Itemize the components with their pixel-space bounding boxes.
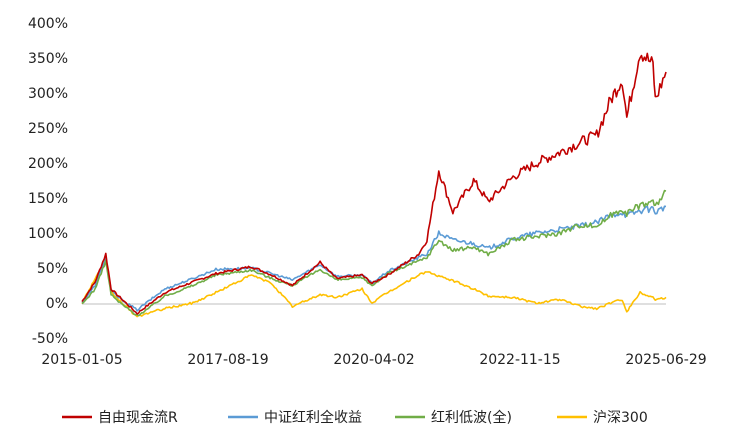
y-tick-label: -50% xyxy=(32,331,68,347)
y-tick-label: 400% xyxy=(28,16,68,32)
x-tick-label: 2017-08-19 xyxy=(187,352,268,368)
x-tick-label: 2020-04-02 xyxy=(333,352,414,368)
series-layer xyxy=(81,52,667,318)
y-axis-ticks: -50% 0% 50% 100% 150% 200% 250% 300% 350% 400% xyxy=(28,16,68,347)
series-line xyxy=(81,205,667,312)
legend-label: 红利低波(全) xyxy=(431,409,512,426)
x-tick-label: 2025-06-29 xyxy=(625,352,706,368)
y-tick-label: 300% xyxy=(28,86,68,102)
legend: 自由现金流R 中证红利全收益 红利低波(全) 沪深300 xyxy=(62,409,648,426)
legend-label: 沪深300 xyxy=(593,410,648,426)
series-line xyxy=(81,189,667,317)
y-tick-label: 350% xyxy=(28,51,68,67)
legend-label: 自由现金流R xyxy=(98,410,178,426)
y-tick-label: 150% xyxy=(28,191,68,207)
x-axis: 2015-01-05 2017-08-19 2020-04-02 2022-11-15… xyxy=(41,303,707,368)
x-tick-label: 2015-01-05 xyxy=(41,352,122,368)
y-tick-label: 200% xyxy=(28,156,68,172)
y-tick-label: 0% xyxy=(46,296,68,312)
series-line xyxy=(81,52,667,315)
legend-item: 中证红利全收益 xyxy=(228,409,362,426)
x-tick-label: 2022-11-15 xyxy=(479,352,560,368)
y-tick-label: 50% xyxy=(37,261,68,277)
legend-label: 中证红利全收益 xyxy=(264,409,362,426)
y-tick-label: 250% xyxy=(28,121,68,137)
legend-item: 沪深300 xyxy=(557,410,648,426)
series-line xyxy=(81,259,667,318)
legend-item: 自由现金流R xyxy=(62,410,178,426)
y-tick-label: 100% xyxy=(28,226,68,242)
legend-item: 红利低波(全) xyxy=(395,409,512,426)
